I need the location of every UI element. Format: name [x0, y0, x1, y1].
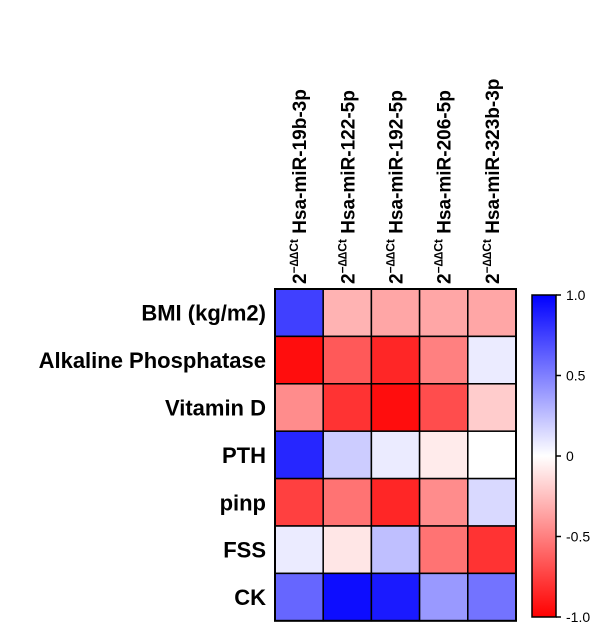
colorbar-tick-label: 0 [566, 448, 574, 464]
column-label-base: 2 [435, 273, 456, 284]
column-label: 2−∆∆Ct Hsa-miR-122-5p [335, 90, 359, 284]
heatmap-cell [322, 430, 373, 480]
colorbar [531, 294, 557, 618]
row-label: FSS [223, 538, 266, 563]
colorbar-tick-label: -1.0 [566, 609, 590, 622]
heatmap-cell [467, 477, 517, 527]
heatmap-cell [274, 430, 324, 480]
heatmap-cell [370, 525, 421, 575]
heatmap-cell [418, 430, 469, 480]
heatmap-cell [370, 430, 421, 480]
column-label-superscript: −∆∆Ct [432, 239, 446, 273]
heatmap-cell [418, 477, 469, 527]
heatmap-cell [322, 477, 373, 527]
heatmap-cell [274, 335, 324, 385]
column-label-base: 2 [483, 273, 504, 284]
column-label: 2−∆∆Ct Hsa-miR-192-5p [384, 90, 408, 284]
column-label-name: Hsa-miR-192-5p [387, 90, 408, 239]
row-label: PTH [222, 443, 266, 468]
heatmap-cell [274, 288, 324, 338]
heatmap-cell [370, 572, 421, 622]
heatmap-cell [370, 383, 421, 432]
heatmap-cell [322, 572, 373, 622]
column-label-superscript: −∆∆Ct [480, 239, 494, 273]
column-label-base: 2 [338, 273, 359, 284]
heatmap-cell [467, 430, 517, 480]
heatmap-cell [274, 477, 324, 527]
column-label-superscript: −∆∆Ct [287, 239, 301, 273]
heatmap-cell [274, 525, 324, 575]
heatmap-cell [274, 572, 324, 622]
column-label-name: Hsa-miR-206-5p [435, 90, 456, 239]
heatmap-cell [418, 383, 469, 432]
column-label-base: 2 [290, 273, 311, 284]
heatmap-cell [418, 288, 469, 338]
row-label: Vitamin D [165, 396, 266, 421]
heatmap-cell [274, 383, 324, 432]
column-label-name: Hsa-miR-19b-3p [290, 89, 311, 239]
colorbar-tick-label: -0.5 [566, 529, 590, 545]
heatmap-cell [322, 288, 373, 338]
heatmap-cell [467, 335, 517, 385]
column-label: 2−∆∆Ct Hsa-miR-206-5p [432, 90, 456, 284]
heatmap-border [274, 288, 517, 622]
column-label-name: Hsa-miR-323b-3p [483, 79, 504, 240]
row-label: CK [234, 585, 266, 610]
heatmap-cell [322, 383, 373, 432]
heatmap-cell [467, 572, 517, 622]
heatmap-cells [274, 288, 517, 622]
heatmap-cell [467, 525, 517, 575]
heatmap-cell [418, 335, 469, 385]
colorbar-tick-label: 1.0 [566, 287, 586, 303]
heatmap-cell [370, 288, 421, 338]
row-label: pinp [220, 490, 266, 515]
column-label-base: 2 [387, 273, 408, 284]
colorbar-tick-label: 0.5 [566, 368, 586, 384]
column-label-superscript: −∆∆Ct [384, 239, 398, 273]
column-label: 2−∆∆Ct Hsa-miR-323b-3p [480, 79, 504, 284]
heatmap-cell [322, 335, 373, 385]
column-label: 2−∆∆Ct Hsa-miR-19b-3p [287, 89, 311, 284]
heatmap-cell [418, 572, 469, 622]
row-labels: BMI (kg/m2) Alkaline Phosphatase Vitamin D… [39, 301, 267, 610]
heatmap-cell [370, 477, 421, 527]
heatmap-cell [467, 288, 517, 338]
colorbar-ticks: 1.0 0.5 0 -0.5 -1.0 [556, 287, 590, 622]
heatmap-cell [322, 525, 373, 575]
column-label-name: Hsa-miR-122-5p [338, 90, 359, 239]
row-label: BMI (kg/m2) [141, 301, 266, 326]
row-label: Alkaline Phosphatase [39, 348, 266, 373]
heatmap-cell [467, 383, 517, 432]
heatmap-cell [418, 525, 469, 575]
heatmap-cell [370, 335, 421, 385]
column-label-superscript: −∆∆Ct [335, 239, 349, 273]
column-labels: 2−∆∆Ct Hsa-miR-19b-3p2−∆∆Ct Hsa-miR-122-… [287, 79, 504, 284]
